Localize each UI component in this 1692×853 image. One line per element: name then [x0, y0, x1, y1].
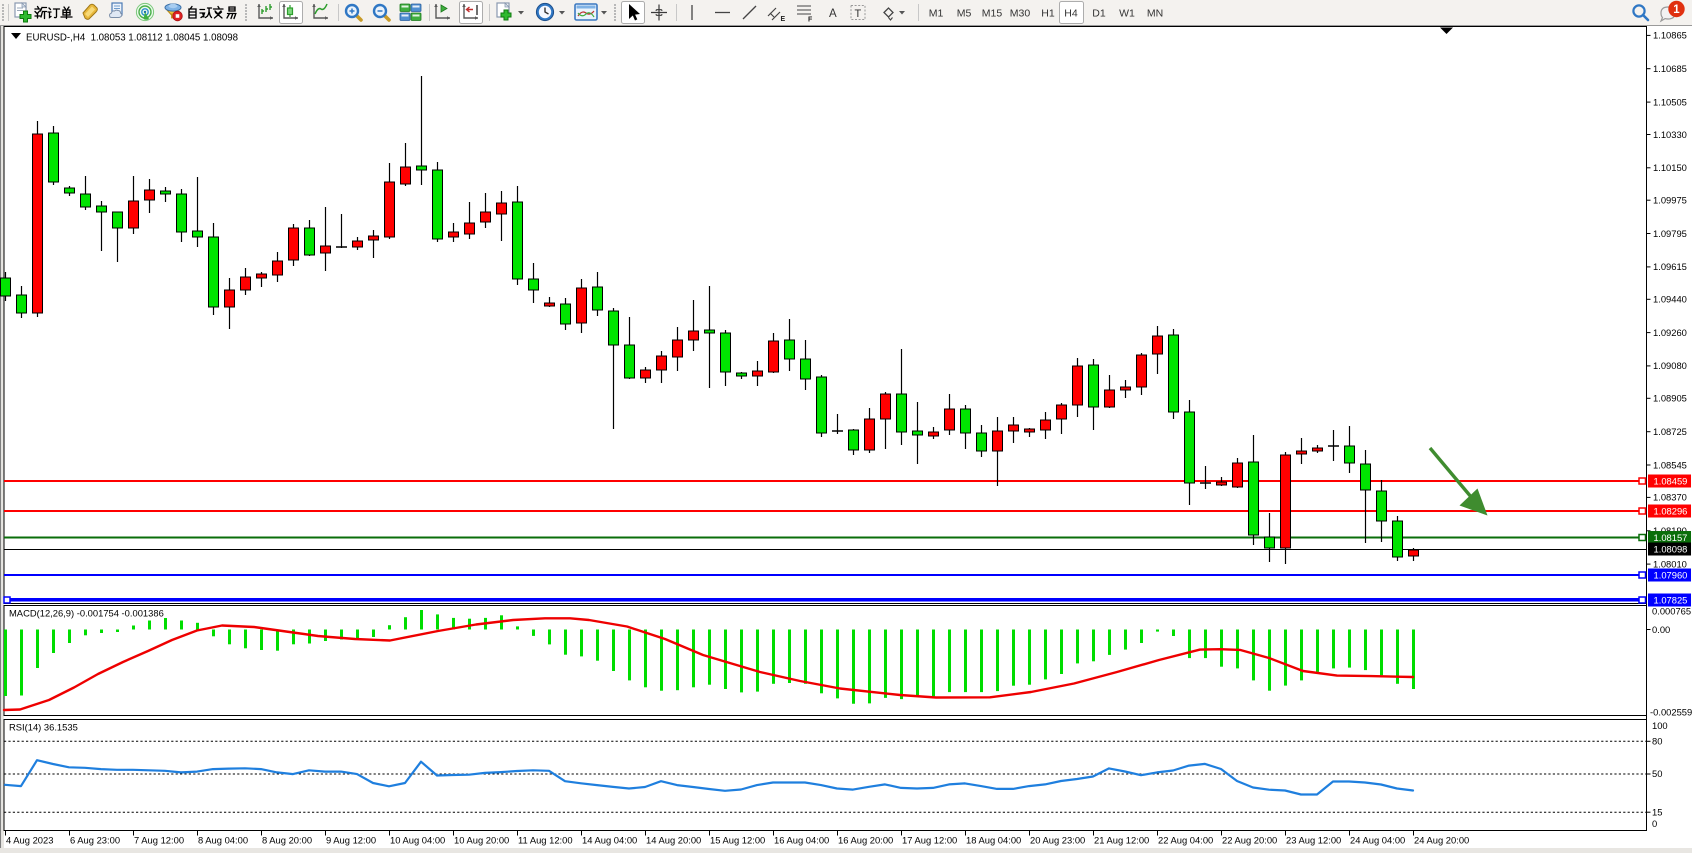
svg-text:10 Aug 20:00: 10 Aug 20:00	[454, 835, 509, 846]
svg-text:16 Aug 20:00: 16 Aug 20:00	[838, 835, 893, 846]
svg-text:W1: W1	[1119, 8, 1135, 20]
svg-text:8 Aug 04:00: 8 Aug 04:00	[198, 835, 248, 846]
svg-text:M5: M5	[957, 8, 972, 20]
svg-text:50: 50	[1652, 768, 1662, 779]
svg-text:6 Aug 23:00: 6 Aug 23:00	[70, 835, 120, 846]
svg-text:1.09260: 1.09260	[1653, 327, 1687, 338]
svg-text:1.07960: 1.07960	[1654, 569, 1688, 580]
svg-text:1.08905: 1.08905	[1653, 393, 1687, 404]
svg-text:MN: MN	[1147, 8, 1163, 20]
svg-text:1.08459: 1.08459	[1654, 475, 1688, 486]
svg-text:1.08157: 1.08157	[1654, 532, 1688, 543]
svg-text:-0.002559: -0.002559	[1650, 707, 1692, 718]
svg-text:9 Aug 12:00: 9 Aug 12:00	[326, 835, 376, 846]
svg-text:1.08725: 1.08725	[1653, 426, 1687, 437]
svg-text:1.08010: 1.08010	[1653, 558, 1687, 569]
svg-text:H1: H1	[1041, 8, 1055, 20]
svg-text:15 Aug 12:00: 15 Aug 12:00	[710, 835, 765, 846]
svg-text:1.09975: 1.09975	[1653, 195, 1687, 206]
svg-text:M30: M30	[1010, 8, 1031, 20]
svg-text:1.08370: 1.08370	[1653, 492, 1687, 503]
svg-text:1.09795: 1.09795	[1653, 228, 1687, 239]
svg-text:1.10330: 1.10330	[1653, 129, 1687, 140]
svg-text:M1: M1	[929, 8, 944, 20]
svg-text:D1: D1	[1092, 8, 1106, 20]
svg-text:15: 15	[1652, 806, 1662, 817]
svg-text:1.07825: 1.07825	[1654, 594, 1688, 605]
svg-text:24 Aug 04:00: 24 Aug 04:00	[1350, 835, 1405, 846]
svg-text:1.10150: 1.10150	[1653, 162, 1687, 173]
svg-text:H4: H4	[1064, 8, 1078, 20]
svg-text:E: E	[781, 16, 786, 23]
svg-text:0.00: 0.00	[1652, 624, 1670, 635]
svg-text:1.08098: 1.08098	[1654, 543, 1688, 554]
svg-text:1.10685: 1.10685	[1653, 63, 1687, 74]
svg-text:16 Aug 04:00: 16 Aug 04:00	[774, 835, 829, 846]
svg-text:4 Aug 2023: 4 Aug 2023	[6, 835, 53, 846]
svg-text:14 Aug 20:00: 14 Aug 20:00	[646, 835, 701, 846]
svg-text:M15: M15	[982, 8, 1003, 20]
svg-text:18 Aug 04:00: 18 Aug 04:00	[966, 835, 1021, 846]
svg-text:0.000765: 0.000765	[1652, 606, 1691, 617]
svg-text:A: A	[829, 8, 837, 20]
svg-text:23 Aug 12:00: 23 Aug 12:00	[1286, 835, 1341, 846]
svg-text:21 Aug 12:00: 21 Aug 12:00	[1094, 835, 1149, 846]
svg-text:22 Aug 04:00: 22 Aug 04:00	[1158, 835, 1213, 846]
svg-text:8 Aug 20:00: 8 Aug 20:00	[262, 835, 312, 846]
svg-text:EURUSD-,H4 1.08053 1.08112 1.: EURUSD-,H4 1.08053 1.08112 1.08045 1.080…	[26, 33, 238, 44]
svg-text:1.10505: 1.10505	[1653, 96, 1687, 107]
svg-text:1.09615: 1.09615	[1653, 261, 1687, 272]
svg-text:1.08296: 1.08296	[1654, 505, 1688, 516]
svg-text:17 Aug 12:00: 17 Aug 12:00	[902, 835, 957, 846]
svg-text:11 Aug 12:00: 11 Aug 12:00	[518, 835, 573, 846]
svg-text:F: F	[808, 17, 813, 24]
svg-text:7 Aug 12:00: 7 Aug 12:00	[134, 835, 184, 846]
svg-text:1.09440: 1.09440	[1653, 294, 1687, 305]
svg-text:100: 100	[1652, 720, 1668, 731]
svg-text:T: T	[855, 8, 862, 20]
svg-text:80: 80	[1652, 736, 1662, 747]
svg-text:1: 1	[1673, 4, 1680, 16]
svg-text:20 Aug 23:00: 20 Aug 23:00	[1030, 835, 1085, 846]
svg-text:1.10865: 1.10865	[1653, 30, 1687, 41]
svg-text:1.08190: 1.08190	[1653, 525, 1687, 536]
svg-text:24 Aug 20:00: 24 Aug 20:00	[1414, 835, 1469, 846]
svg-text:1.09080: 1.09080	[1653, 360, 1687, 371]
svg-text:RSI(14) 36.1535: RSI(14) 36.1535	[9, 722, 78, 733]
svg-text:14 Aug 04:00: 14 Aug 04:00	[582, 835, 637, 846]
svg-text:10 Aug 04:00: 10 Aug 04:00	[390, 835, 445, 846]
svg-text:22 Aug 20:00: 22 Aug 20:00	[1222, 835, 1277, 846]
svg-text:MACD(12,26,9) -0.001754 -0.001: MACD(12,26,9) -0.001754 -0.001386	[9, 608, 164, 619]
svg-text:1.08545: 1.08545	[1653, 459, 1687, 470]
svg-text:0: 0	[1652, 818, 1657, 829]
